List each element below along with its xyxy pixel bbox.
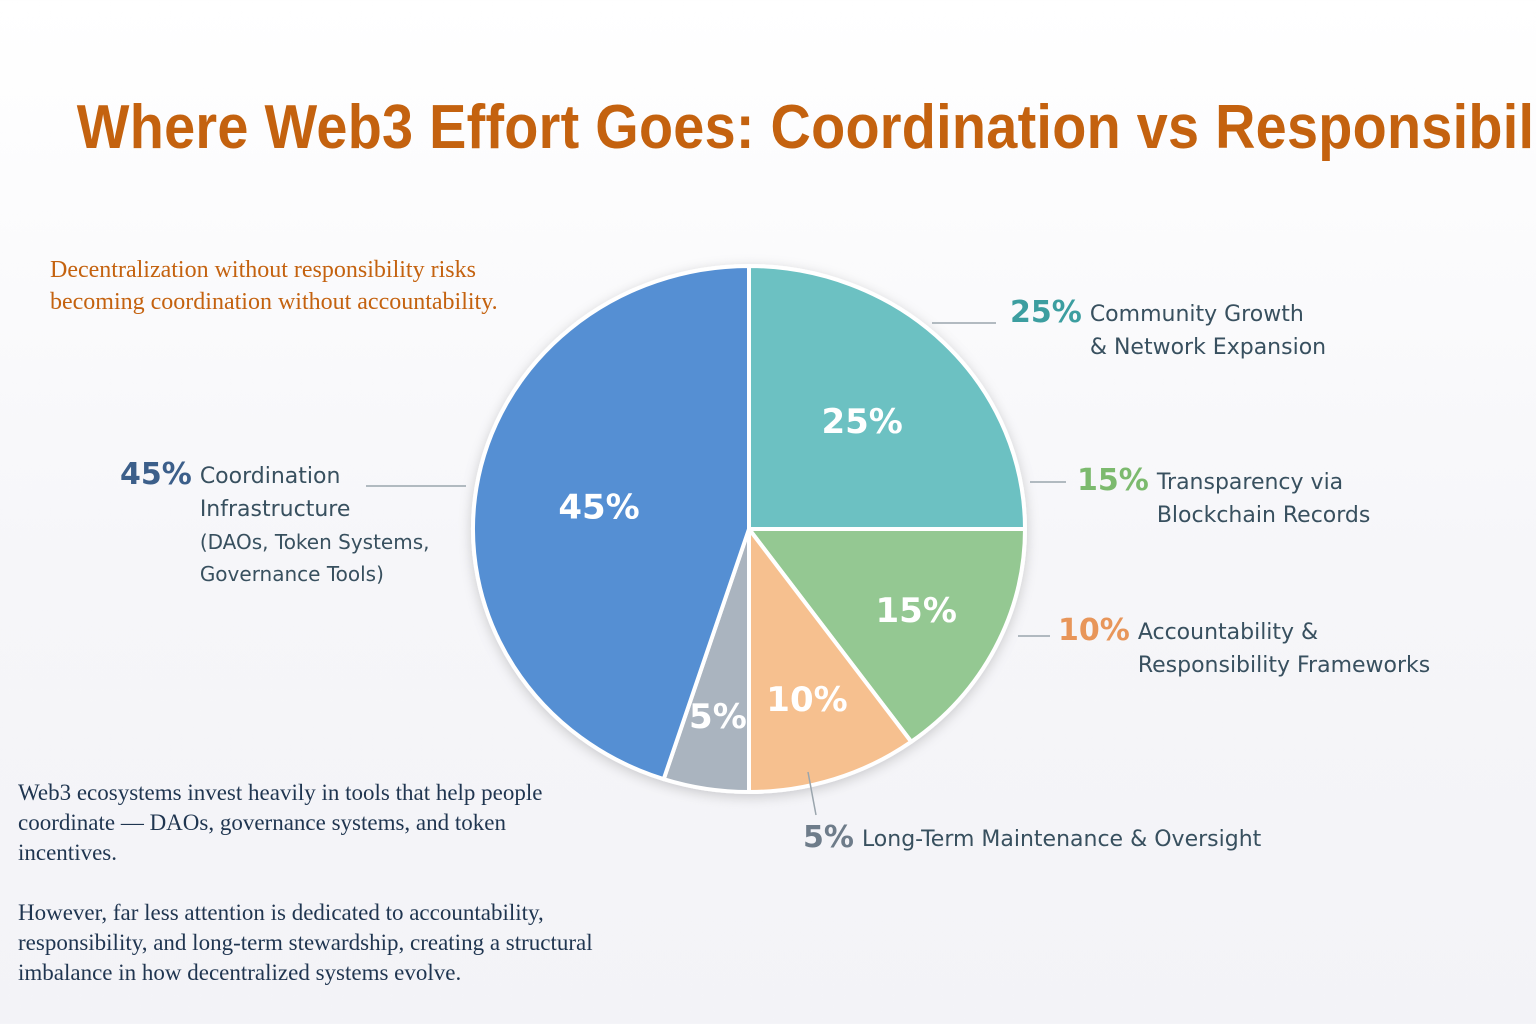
- slice-label-subline: (DAOs, Token Systems,: [199, 530, 430, 554]
- slice-category-label: 5% Long-Term Maintenance & Oversight: [803, 821, 1261, 857]
- slice-label-line: Coordination: [199, 464, 341, 489]
- pie-slice: [471, 264, 751, 782]
- pie-slice: [747, 264, 1027, 531]
- slice-value-label: 45%: [558, 487, 639, 527]
- slice-category-label: 15% Transparency via Blockchain Records: [1077, 464, 1370, 532]
- slice-percent-label: 25%: [1010, 295, 1082, 330]
- pie-slice: [747, 527, 1027, 744]
- body-text: Web3 ecosystems invest heavily in tools …: [18, 778, 608, 1018]
- pie-slice: [747, 527, 914, 794]
- slice-label-line: Blockchain Records: [1156, 503, 1371, 528]
- slice-label-line: Transparency via: [1156, 470, 1344, 495]
- slice-percent-label: 10%: [1058, 613, 1130, 648]
- body-paragraph-1: Web3 ecosystems invest heavily in tools …: [18, 780, 543, 865]
- slice-category-label: 10% Accountability & Responsibility Framew…: [1058, 614, 1430, 682]
- slice-label-line: Long-Term Maintenance & Oversight: [861, 827, 1262, 852]
- chart-title: Where Web3 Effort Goes: Coordination vs …: [76, 93, 1536, 162]
- slice-percent-label: 45%: [120, 457, 192, 492]
- slice-category-label: 25% Community Growth & Network Expansion: [1010, 296, 1326, 364]
- slice-label-line: & Network Expansion: [1089, 335, 1327, 360]
- slice-category-label: 45% Coordination Infrastructure (DAOs, Toke…: [120, 458, 430, 590]
- connector-line: [807, 771, 817, 816]
- slice-label-line: Community Growth: [1089, 302, 1304, 327]
- slice-label-line: Infrastructure: [199, 497, 351, 522]
- slice-percent-label: 5%: [803, 820, 854, 855]
- slice-value-label: 15%: [876, 591, 957, 631]
- quote-text: Decentralization without responsibility …: [50, 257, 498, 315]
- body-paragraph-2: However, far less attention is dedicated…: [18, 900, 593, 985]
- slice-value-label: 10%: [766, 680, 847, 720]
- slice-value-label: 25%: [821, 402, 902, 442]
- slice-label-subline: Governance Tools): [199, 562, 384, 586]
- slice-percent-label: 15%: [1077, 463, 1149, 498]
- slice-label-line: Accountability &: [1137, 620, 1319, 645]
- slice-value-label: 5%: [689, 697, 747, 737]
- slice-label-line: Responsibility Frameworks: [1137, 653, 1431, 678]
